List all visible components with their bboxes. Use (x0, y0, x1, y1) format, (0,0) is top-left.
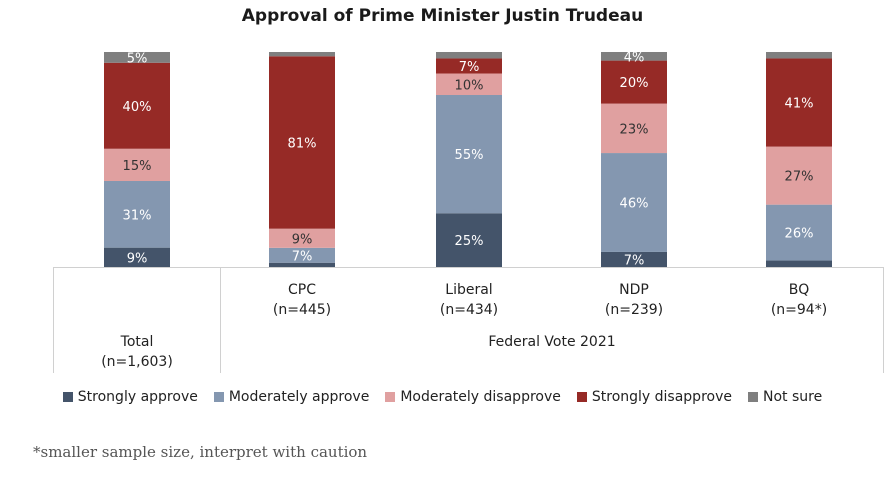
bar-bq-moderately-approve (766, 204, 832, 261)
legend-swatch-not-sure (747, 392, 758, 402)
bar-ndp-moderately-disapprove (601, 103, 667, 154)
bar-cpc-strongly-approve (269, 262, 335, 267)
bar-bq-not-sure (766, 52, 832, 59)
legend-item-moderately-approve: Moderately approve (213, 389, 370, 405)
legend-swatch-moderately-approve (213, 392, 224, 402)
bar-ndp-moderately-approve (601, 153, 667, 252)
bar-cpc-moderately-approve (269, 247, 335, 263)
legend-label-moderately-disapprove: Moderately disapprove (400, 389, 561, 405)
data-label-ndp-strongly-approve: 7% (624, 253, 645, 268)
bar-bq-strongly-disapprove (766, 58, 832, 147)
data-label-total-moderately-approve: 31% (123, 208, 152, 223)
bar-stacks: 9% 31% 15% 40% 5% 7% 9% 81% 25% 55% 10% 7% 7% 46% 23% 2… (104, 50, 832, 268)
legend-item-strongly-disapprove: Strongly disapprove (576, 389, 732, 405)
category-sample-ndp: (n=239) (605, 302, 663, 318)
category-label-bq: BQ (789, 282, 810, 298)
data-label-liberal-moderately-approve: 55% (455, 148, 484, 163)
data-label-liberal-strongly-disapprove: 7% (459, 60, 480, 75)
data-label-bq-strongly-disapprove: 41% (785, 97, 814, 112)
footnote: *smaller sample size, interpret with cau… (33, 443, 368, 461)
category-sample-cpc: (n=445) (273, 302, 331, 318)
bar-total-strongly-disapprove (104, 62, 170, 149)
bar-bq-strongly-approve (766, 260, 832, 267)
category-table: Total (n=1,603) CPC (n=445) Liberal (n=434) ND… (53, 267, 884, 373)
bar-ndp-not-sure (601, 52, 667, 61)
bar-liberal-moderately-disapprove (436, 73, 502, 95)
data-label-ndp-not-sure: 4% (624, 50, 645, 65)
chart-plot: 9% 31% 15% 40% 5% 7% 9% 81% 25% 55% 10% 7% 7% 46% 23% 2… (53, 50, 884, 373)
data-label-ndp-strongly-disapprove: 20% (620, 76, 649, 91)
data-label-bq-moderately-disapprove: 27% (785, 170, 814, 185)
bar-liberal-not-sure (436, 52, 502, 59)
bar-ndp-strongly-approve (601, 251, 667, 267)
category-label-ndp: NDP (619, 282, 649, 298)
legend-swatch-strongly-approve (62, 392, 73, 402)
data-label-liberal-strongly-approve: 25% (455, 234, 484, 249)
bar-total-moderately-approve (104, 181, 170, 248)
category-sample-liberal: (n=434) (440, 302, 498, 318)
bar-total-moderately-disapprove (104, 148, 170, 181)
bar-total-not-sure (104, 52, 170, 63)
bar-total-strongly-approve (104, 247, 170, 267)
legend-label-strongly-approve: Strongly approve (77, 389, 198, 405)
legend-swatch-strongly-disapprove (576, 392, 587, 402)
category-label-total: Total (120, 334, 154, 350)
legend-swatch-moderately-disapprove (385, 392, 396, 402)
data-label-cpc-moderately-approve: 7% (292, 249, 313, 264)
category-sample-bq: (n=94*) (771, 302, 827, 318)
group-label: Federal Vote 2021 (488, 334, 615, 350)
data-label-cpc-moderately-disapprove: 9% (292, 232, 313, 247)
legend-item-strongly-approve: Strongly approve (62, 389, 198, 405)
data-label-total-strongly-approve: 9% (127, 251, 148, 266)
bar-bq-moderately-disapprove (766, 146, 832, 205)
data-label-total-strongly-disapprove: 40% (123, 100, 152, 115)
legend-label-not-sure: Not sure (762, 389, 823, 405)
legend-item-moderately-disapprove: Moderately disapprove (385, 389, 561, 405)
data-label-cpc-strongly-disapprove: 81% (288, 136, 317, 151)
data-label-bq-moderately-approve: 26% (785, 227, 814, 242)
bar-cpc-strongly-disapprove (269, 56, 335, 229)
legend-label-moderately-approve: Moderately approve (228, 389, 370, 405)
category-label-cpc: CPC (288, 282, 316, 298)
bar-ndp-strongly-disapprove (601, 60, 667, 104)
legend: Strongly approve Moderately approve Modera… (0, 389, 885, 405)
data-label-total-not-sure: 5% (127, 51, 148, 66)
legend-label-strongly-disapprove: Strongly disapprove (591, 389, 732, 405)
data-label-ndp-moderately-approve: 46% (620, 197, 649, 212)
category-label-liberal: Liberal (445, 282, 492, 298)
legend-item-not-sure: Not sure (747, 389, 823, 405)
bar-liberal-strongly-disapprove (436, 58, 502, 74)
data-label-liberal-moderately-disapprove: 10% (455, 78, 484, 93)
data-label-total-moderately-disapprove: 15% (123, 159, 152, 174)
bar-liberal-strongly-approve (436, 213, 502, 267)
bar-cpc-not-sure (269, 52, 335, 57)
category-sample-total: (n=1,603) (101, 354, 173, 370)
bar-liberal-moderately-approve (436, 95, 502, 214)
data-label-ndp-moderately-disapprove: 23% (620, 122, 649, 137)
bar-cpc-moderately-disapprove (269, 228, 335, 248)
chart-title: Approval of Prime Minister Justin Trudea… (241, 6, 644, 26)
